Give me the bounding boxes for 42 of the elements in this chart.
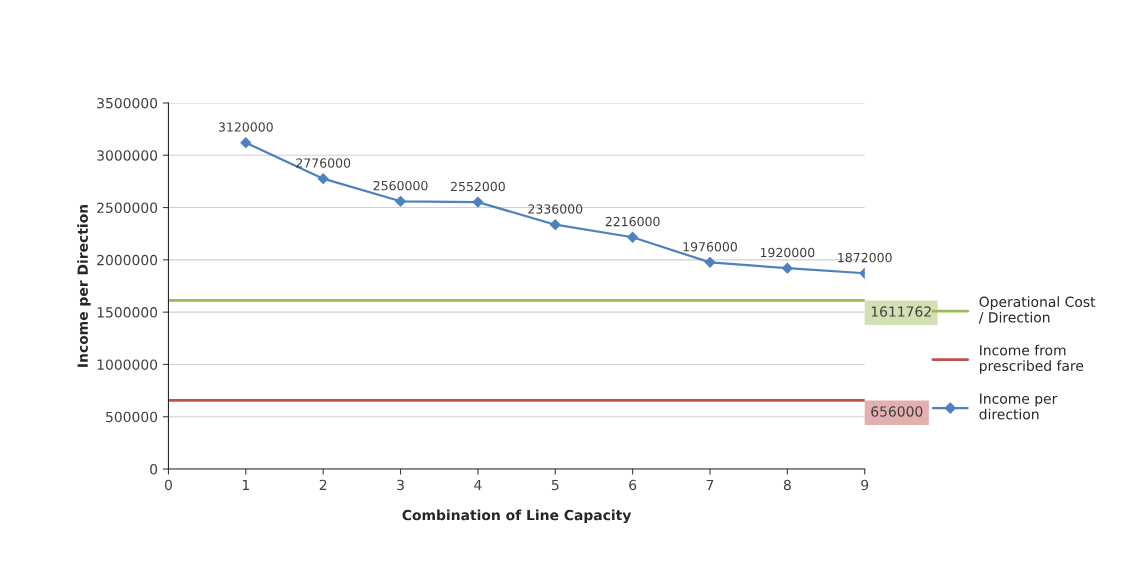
data-label: 2552000 (450, 181, 505, 192)
x-tick-label: 0 (164, 479, 172, 491)
y-tick-label: 1000000 (97, 359, 158, 370)
data-label: 1611762 (871, 306, 931, 317)
y-axis-title: Income per Direction (77, 204, 91, 367)
data-label: 1872000 (838, 252, 892, 263)
x-tick-label: 5 (551, 479, 559, 491)
data-label: 1976000 (683, 241, 737, 252)
x-tick-label: 3 (397, 479, 404, 491)
x-tick-label: 7 (706, 479, 714, 491)
data-label: 656000 (871, 406, 923, 417)
data-label: 2560000 (373, 180, 428, 191)
point (395, 195, 406, 207)
y-tick-label: 2500000 (97, 202, 158, 214)
y-tick-label: 0 (150, 464, 158, 475)
x-tick-label: 4 (474, 479, 482, 491)
data-label: 3120000 (218, 122, 273, 132)
x-tick-label: 9 (861, 479, 869, 491)
y-tick-label: 3500000 (97, 97, 158, 109)
data-label: 2216000 (605, 216, 660, 227)
point (240, 137, 252, 149)
point (549, 219, 561, 231)
point (472, 196, 484, 208)
data-label: 2776000 (296, 158, 351, 168)
legend-label: Operational Cost / Direction (978, 296, 1096, 324)
legend-label: Income per direction (979, 393, 1058, 420)
x-axis-title: Combination of Line Capacity (402, 509, 632, 524)
x-tick-label: 1 (242, 479, 249, 491)
y-tick-label: 2000000 (97, 254, 158, 266)
point (317, 173, 329, 185)
y-tick-label: 3000000 (97, 150, 158, 161)
point (627, 231, 639, 243)
x-tick-label: 8 (783, 479, 791, 491)
x-tick-label: 2 (319, 479, 327, 491)
legend-label: Income from prescribed fare (980, 344, 1084, 374)
point (704, 256, 716, 268)
data-label: 1920000 (760, 247, 815, 258)
x-tick-label: 6 (629, 479, 637, 491)
point (781, 262, 793, 274)
data-label: 2336000 (528, 204, 583, 214)
y-tick-label: 1500000 (97, 307, 158, 318)
y-tick-label: 500000 (106, 411, 158, 423)
